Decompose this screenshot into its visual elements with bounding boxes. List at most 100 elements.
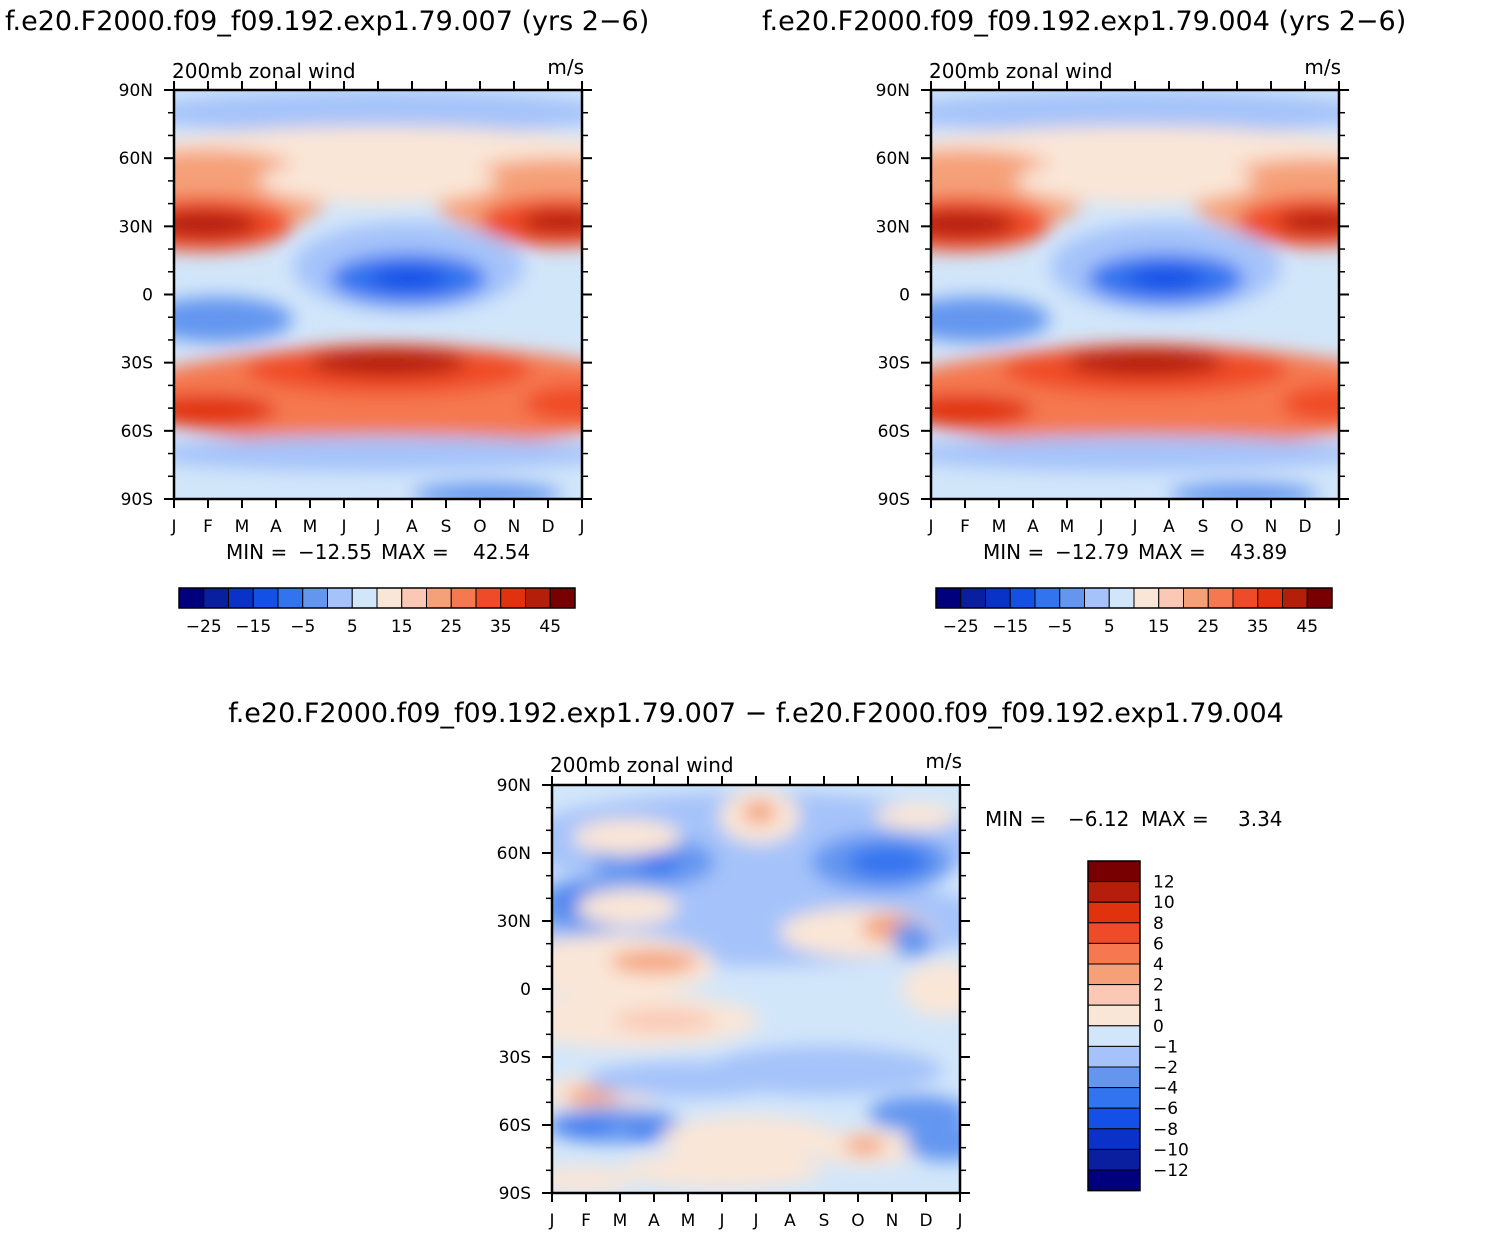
x-tick-label: S	[819, 1211, 830, 1231]
x-tick-label: J	[374, 517, 380, 537]
y-tick-label: 90N	[497, 776, 531, 796]
contour-region	[609, 950, 699, 974]
y-tick-label: 60S	[878, 422, 910, 442]
x-tick-label: F	[581, 1211, 591, 1231]
colorbar-swatch	[277, 587, 304, 609]
contour-region	[613, 1009, 716, 1033]
colorbar-label: −6	[1153, 1099, 1178, 1119]
contour-region	[174, 296, 293, 343]
colorbar-label: 45	[1296, 617, 1318, 637]
panel-1-title: f.e20.F2000.f09_f09.192.exp1.79.007 (yrs…	[5, 6, 649, 37]
colorbar-label: 25	[440, 617, 462, 637]
colorbar-label: −1	[1153, 1037, 1178, 1057]
x-tick-label: J	[340, 517, 346, 537]
colorbar-label: 2	[1153, 976, 1164, 996]
panel-difference-field	[552, 785, 960, 1193]
panel-difference-min-value: −6.12	[1068, 807, 1129, 831]
contour-region	[174, 90, 582, 136]
panel-1-min-value: −12.55	[298, 540, 372, 564]
y-tick-label: 60N	[119, 149, 153, 169]
x-tick-label: J	[1335, 517, 1341, 537]
panel-2-left-label: 200mb zonal wind	[929, 59, 1113, 83]
x-tick-label: M	[992, 517, 1007, 537]
x-tick-label: A	[406, 517, 418, 537]
colorbar-swatch	[1087, 881, 1141, 903]
colorbar-swatch	[475, 587, 502, 609]
y-tick-label: 90S	[121, 490, 153, 510]
contour-region	[847, 846, 930, 878]
y-tick-label: 60S	[121, 422, 153, 442]
y-tick-label: 60N	[497, 844, 531, 864]
colorbar-label: −8	[1153, 1120, 1178, 1140]
x-tick-label: M	[681, 1211, 696, 1231]
panel-1-max-label: MAX =	[381, 540, 449, 564]
colorbar-swatch	[252, 587, 279, 609]
colorbar-label: −2	[1153, 1058, 1178, 1078]
contour-region	[565, 1086, 620, 1105]
contour-region	[931, 90, 1339, 136]
colorbar-swatch	[935, 587, 962, 609]
colorbar-label: −5	[1047, 617, 1072, 637]
contour-region	[637, 850, 678, 874]
colorbar-label: 8	[1153, 914, 1164, 934]
colorbar-swatch	[1087, 1004, 1141, 1027]
contour-region	[844, 1136, 886, 1155]
colorbar-swatch	[1108, 587, 1135, 609]
colorbar-label: 45	[539, 617, 561, 637]
colorbar-label: 25	[1197, 617, 1219, 637]
panel-difference-max-value: 3.34	[1238, 807, 1283, 831]
colorbar-swatch	[1087, 1148, 1141, 1171]
colorbar-swatch	[1133, 587, 1160, 609]
y-tick-label: 60N	[876, 149, 910, 169]
x-tick-label: J	[718, 1211, 724, 1231]
colorbar-label: 1	[1153, 996, 1164, 1016]
colorbar-swatch	[1087, 860, 1141, 883]
x-tick-label: M	[303, 517, 318, 537]
colorbar-label: 0	[1153, 1017, 1164, 1037]
contour-region	[1016, 158, 1254, 204]
colorbar-label: 4	[1153, 955, 1164, 975]
colorbar-swatch	[351, 587, 378, 609]
colorbar-frame	[1087, 860, 1141, 1192]
colorbar-label: 35	[490, 617, 512, 637]
contour-region	[558, 1120, 614, 1135]
x-tick-label: J	[170, 517, 176, 537]
colorbar-swatch	[302, 587, 328, 609]
colorbar-label: −10	[1153, 1140, 1189, 1160]
x-tick-label: A	[1027, 517, 1039, 537]
colorbar-label: 15	[1148, 617, 1170, 637]
colorbar-label: −25	[186, 617, 222, 637]
contour-region	[742, 800, 777, 824]
colorbar-swatch	[1087, 1025, 1141, 1047]
x-tick-label: N	[1265, 517, 1278, 537]
panel-1-units: m/s	[547, 55, 584, 79]
contour-region	[905, 1125, 960, 1162]
y-tick-label: 30N	[119, 217, 153, 237]
x-tick-label: M	[1060, 517, 1075, 537]
contour-region	[931, 296, 1050, 343]
colorbar-swatch	[960, 587, 986, 609]
x-tick-label: M	[235, 517, 250, 537]
y-tick-label: 30N	[497, 912, 531, 932]
panel-1-field	[174, 90, 582, 499]
x-tick-label: F	[203, 517, 213, 537]
x-tick-label: J	[927, 517, 933, 537]
y-tick-label: 90N	[119, 81, 153, 101]
colorbar-swatch	[1087, 942, 1141, 965]
x-tick-label: A	[270, 517, 282, 537]
contour-region	[552, 1165, 634, 1193]
colorbar-label: −5	[290, 617, 315, 637]
x-tick-label: O	[851, 1211, 864, 1231]
contour-region	[575, 889, 678, 926]
colorbar-label: −12	[1153, 1161, 1189, 1181]
panel-2-field	[931, 90, 1339, 499]
panel-1-colorbar: −25 −15 −5 5 15 25 35 45	[178, 587, 576, 637]
contour-region	[310, 349, 467, 377]
panel-1-left-label: 200mb zonal wind	[172, 59, 356, 83]
contour-region	[1067, 349, 1224, 377]
colorbar-swatch	[1087, 984, 1141, 1006]
panel-difference-units: m/s	[925, 749, 962, 773]
contour-region	[931, 210, 1016, 238]
